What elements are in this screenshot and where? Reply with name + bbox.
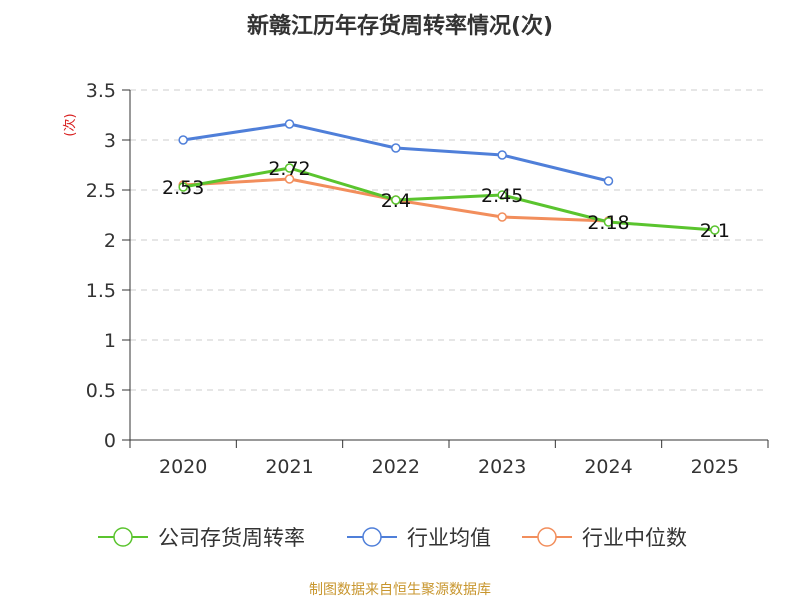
y-tick-label: 1.5 [86,280,116,302]
x-tick-label: 2023 [478,456,526,478]
legend-marker [362,527,382,547]
legend-label: 公司存货周转率 [158,526,305,550]
data-point [603,176,614,186]
data-point [497,150,507,160]
data-point [391,143,401,153]
y-axis-label: (次) [62,113,78,136]
x-tick-label: 2024 [584,456,632,478]
source-note: 制图数据来自恒生聚源数据库 [309,582,491,598]
y-tick-label: 3 [104,130,116,152]
y-tick-label: 0 [104,430,116,452]
data-point [178,182,188,192]
x-tick-label: 2021 [265,456,313,478]
series-line-1 [182,166,715,232]
legend-marker [537,527,557,547]
legend-label: 行业中位数 [582,526,687,550]
data-point [284,174,295,184]
y-tick-label: 2 [104,230,116,252]
data-point [284,163,295,173]
y-tick-label: 0.5 [86,380,116,402]
y-tick-label: 1 [104,330,116,352]
data-label: 2.4 [381,190,411,212]
legend-marker [113,527,133,547]
data-point [284,119,295,129]
chart-title: 新赣江历年存货周转率情况(次) [247,13,553,39]
data-point [391,195,401,205]
data-label: 2.53 [162,177,204,199]
data-point [497,190,507,200]
data-label: 2.72 [268,158,310,180]
x-tick-label: 2025 [691,456,739,478]
data-point [497,212,507,222]
data-point [603,217,614,227]
x-tick-label: 2022 [372,456,420,478]
y-tick-label: 2.5 [86,180,116,202]
data-label: 2.1 [700,220,730,242]
legend-label: 行业均值 [407,526,491,550]
y-tick-label: 3.5 [86,80,116,102]
data-point [710,225,720,235]
data-label: 2.45 [481,185,523,207]
data-label: 2.18 [587,212,629,234]
x-tick-label: 2020 [159,456,207,478]
data-point [178,135,188,145]
